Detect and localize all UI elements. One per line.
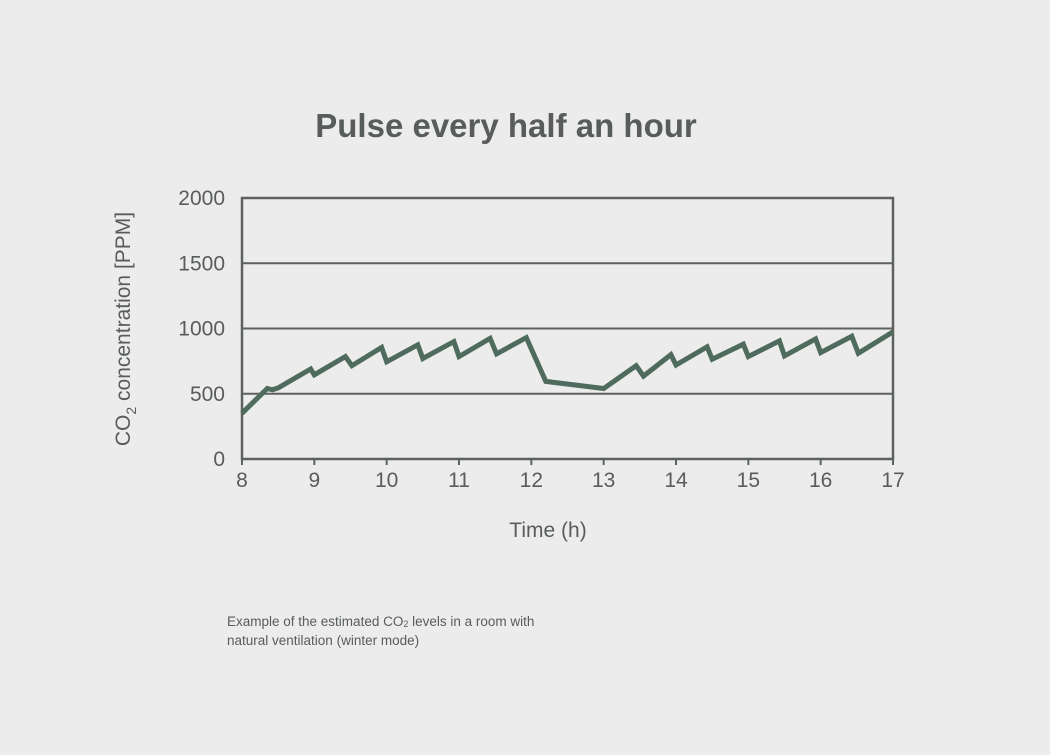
- y-tick-1000: 1000: [178, 318, 225, 341]
- caption-line-1: Example of the estimated CO2 levels in a…: [227, 614, 535, 629]
- y-tick-1500: 1500: [178, 252, 225, 275]
- series-line-0: [240, 329, 895, 416]
- x-tick-16: 16: [809, 469, 832, 492]
- x-tick-17: 17: [881, 469, 904, 492]
- x-tick-12: 12: [520, 469, 543, 492]
- x-tick-9: 9: [308, 469, 320, 492]
- chart-title: Pulse every half an hour: [315, 107, 697, 144]
- x-tick-10: 10: [375, 469, 398, 492]
- y-tick-0: 0: [213, 448, 225, 471]
- x-tick-15: 15: [737, 469, 760, 492]
- y-tick-labels: 0 500 1000 1500 2000: [178, 187, 225, 471]
- x-tick-labels: 8 9 10 11 12 13 14 15 16 17: [236, 469, 905, 492]
- x-tick-11: 11: [448, 469, 470, 492]
- y-tick-2000: 2000: [178, 187, 225, 210]
- x-tick-8: 8: [236, 469, 248, 492]
- caption-line-2: natural ventilation (winter mode): [227, 633, 420, 648]
- y-tick-500: 500: [190, 383, 225, 406]
- y-axis-label: CO2 concentration [PPM]: [112, 212, 139, 446]
- chart-grid: [240, 196, 895, 465]
- series-group: [240, 329, 895, 416]
- plot-frame: [240, 196, 895, 461]
- x-tick-14: 14: [664, 469, 688, 492]
- x-axis-label: Time (h): [509, 519, 586, 542]
- x-tick-13: 13: [592, 469, 615, 492]
- chart-caption: Example of the estimated CO2 levels in a…: [227, 612, 627, 650]
